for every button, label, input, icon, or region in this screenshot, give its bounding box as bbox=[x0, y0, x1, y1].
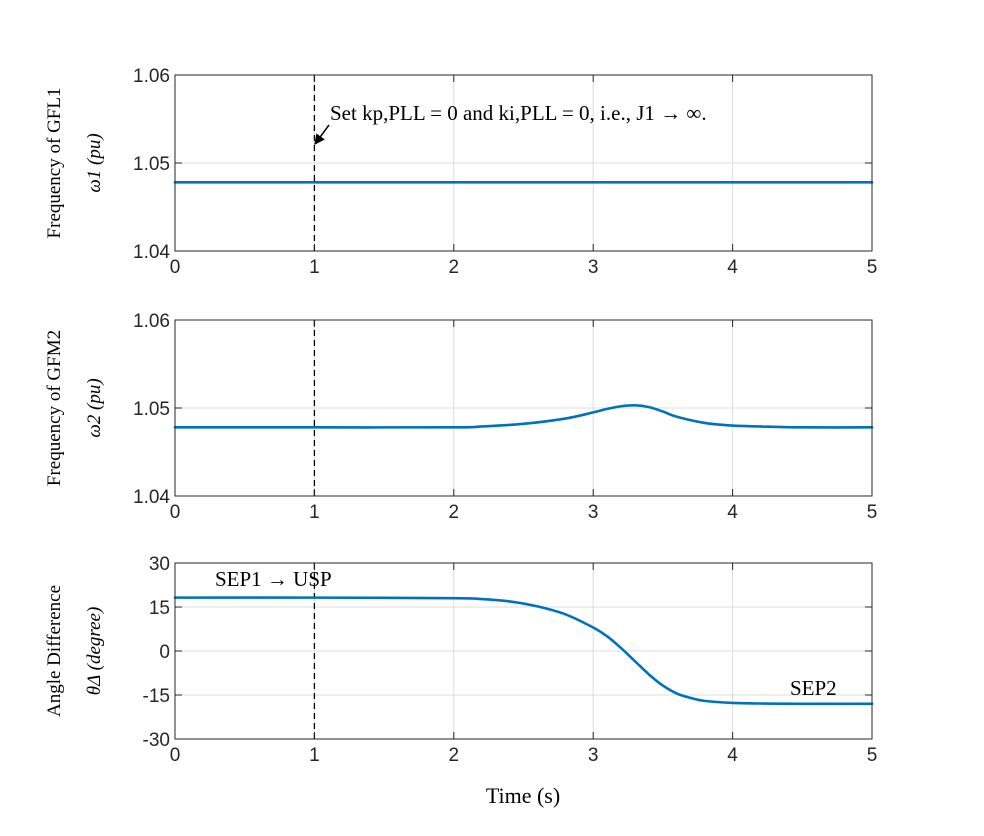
panel-3-annotation-sep1: SEP1 → USP bbox=[215, 567, 332, 591]
x-tick-label: 0 bbox=[170, 502, 181, 523]
x-tick-label: 3 bbox=[588, 745, 599, 766]
x-tick-label: 4 bbox=[727, 502, 738, 523]
x-tick-label: 5 bbox=[867, 745, 878, 766]
y-tick-label: 1.06 bbox=[133, 66, 170, 87]
y-tick-label: 0 bbox=[159, 642, 170, 663]
x-tick-label: 3 bbox=[588, 502, 599, 523]
x-tick-label: 5 bbox=[867, 257, 878, 278]
x-tick-label: 4 bbox=[727, 745, 738, 766]
panel-1-annotation: Set kp,PLL = 0 and ki,PLL = 0, i.e., J1 … bbox=[330, 101, 707, 125]
y-tick-label: -30 bbox=[143, 730, 170, 751]
annotation-arrow bbox=[314, 124, 330, 145]
panel-1: 0 1 2 3 4 5 1.04 1.05 1.06 Frequency of GFL1 ω1 … bbox=[44, 66, 877, 278]
x-tick-label: 1 bbox=[309, 745, 320, 766]
panel-3-xlabel: Time (s) bbox=[486, 783, 560, 808]
x-tick-label: 1 bbox=[309, 502, 320, 523]
x-tick-label: 5 bbox=[867, 502, 878, 523]
x-tick-label: 0 bbox=[170, 745, 181, 766]
y-tick-label: 1.05 bbox=[133, 154, 170, 175]
series-line bbox=[173, 596, 874, 706]
x-tick-label: 2 bbox=[449, 502, 460, 523]
y-tick-label: 1.05 bbox=[133, 399, 170, 420]
x-tick-label: 1 bbox=[309, 257, 320, 278]
panel-2-ylabel-inner: ω2 (pu) bbox=[84, 378, 105, 437]
y-tick-label: 30 bbox=[149, 554, 170, 575]
x-tick-label: 0 bbox=[170, 257, 181, 278]
y-tick-label: 1.04 bbox=[133, 242, 170, 263]
series-line bbox=[173, 404, 874, 429]
panel-3: 0 1 2 3 4 5 -30 -15 0 15 30 Angle Difference θΔ (d… bbox=[44, 554, 877, 808]
y-tick-label: 1.06 bbox=[133, 311, 170, 332]
panel-3-annotation-sep2: SEP2 bbox=[790, 676, 837, 700]
panel-2: 0 1 2 3 4 5 1.04 1.05 1.06 Frequency of GFM2 ω2 … bbox=[44, 311, 877, 523]
panel-1-ylabel-inner: ω1 (pu) bbox=[84, 133, 105, 192]
y-tick-label: 1.04 bbox=[133, 487, 170, 508]
panel-3-ylabel-outer: Angle Difference bbox=[44, 585, 65, 717]
y-tick-label: 15 bbox=[149, 598, 170, 619]
panel-3-ylabel-inner: θΔ (degree) bbox=[84, 607, 105, 696]
panel-1-ylabel-outer: Frequency of GFL1 bbox=[44, 88, 65, 239]
x-tick-label: 4 bbox=[727, 257, 738, 278]
x-tick-label: 2 bbox=[449, 745, 460, 766]
x-tick-label: 2 bbox=[449, 257, 460, 278]
panel-2-ylabel-outer: Frequency of GFM2 bbox=[44, 330, 65, 486]
y-tick-label: -15 bbox=[143, 686, 170, 707]
x-tick-label: 3 bbox=[588, 257, 599, 278]
